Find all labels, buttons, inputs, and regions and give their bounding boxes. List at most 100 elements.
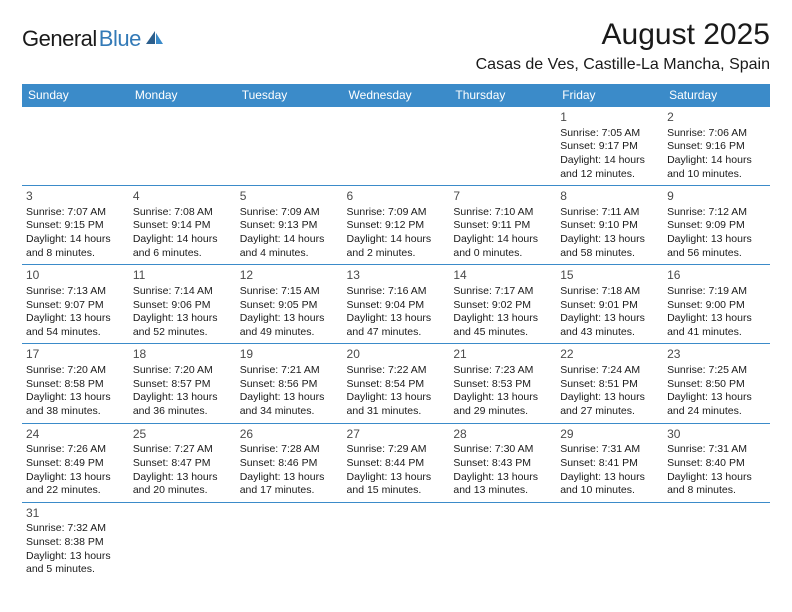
day-number: 22 <box>560 347 659 363</box>
week-row: 10Sunrise: 7:13 AMSunset: 9:07 PMDayligh… <box>22 265 770 344</box>
day-cell: 11Sunrise: 7:14 AMSunset: 9:06 PMDayligh… <box>129 265 236 344</box>
calendar-page: General Blue August 2025 Casas de Ves, C… <box>0 0 792 591</box>
sunset-text: Sunset: 9:13 PM <box>240 219 339 233</box>
sunrise-text: Sunrise: 7:09 AM <box>240 206 339 220</box>
day-cell: 16Sunrise: 7:19 AMSunset: 9:00 PMDayligh… <box>663 265 770 344</box>
daylight2-text: and 52 minutes. <box>133 326 232 340</box>
sunset-text: Sunset: 8:40 PM <box>667 457 766 471</box>
daylight1-text: Daylight: 14 hours <box>240 233 339 247</box>
day-number: 14 <box>453 268 552 284</box>
sunrise-text: Sunrise: 7:31 AM <box>667 443 766 457</box>
daylight2-text: and 10 minutes. <box>667 168 766 182</box>
day-cell <box>663 502 770 581</box>
sunset-text: Sunset: 9:16 PM <box>667 140 766 154</box>
sunrise-text: Sunrise: 7:17 AM <box>453 285 552 299</box>
daylight2-text: and 45 minutes. <box>453 326 552 340</box>
day-cell <box>449 107 556 186</box>
sail-icon <box>144 30 166 51</box>
sunrise-text: Sunrise: 7:16 AM <box>347 285 446 299</box>
day-number: 11 <box>133 268 232 284</box>
sunrise-text: Sunrise: 7:07 AM <box>26 206 125 220</box>
sunset-text: Sunset: 8:56 PM <box>240 378 339 392</box>
daylight1-text: Daylight: 14 hours <box>133 233 232 247</box>
daylight1-text: Daylight: 14 hours <box>667 154 766 168</box>
sunset-text: Sunset: 8:41 PM <box>560 457 659 471</box>
day-number: 28 <box>453 427 552 443</box>
sunset-text: Sunset: 8:54 PM <box>347 378 446 392</box>
day-cell: 10Sunrise: 7:13 AMSunset: 9:07 PMDayligh… <box>22 265 129 344</box>
sunrise-text: Sunrise: 7:32 AM <box>26 522 125 536</box>
daylight1-text: Daylight: 13 hours <box>26 391 125 405</box>
daylight2-text: and 38 minutes. <box>26 405 125 419</box>
sunrise-text: Sunrise: 7:19 AM <box>667 285 766 299</box>
day-cell: 19Sunrise: 7:21 AMSunset: 8:56 PMDayligh… <box>236 344 343 423</box>
day-cell: 3Sunrise: 7:07 AMSunset: 9:15 PMDaylight… <box>22 186 129 265</box>
sunrise-text: Sunrise: 7:23 AM <box>453 364 552 378</box>
daylight2-text: and 36 minutes. <box>133 405 232 419</box>
day-cell <box>556 502 663 581</box>
day-cell: 30Sunrise: 7:31 AMSunset: 8:40 PMDayligh… <box>663 423 770 502</box>
day-cell: 9Sunrise: 7:12 AMSunset: 9:09 PMDaylight… <box>663 186 770 265</box>
day-number: 5 <box>240 189 339 205</box>
day-number: 27 <box>347 427 446 443</box>
sunset-text: Sunset: 8:46 PM <box>240 457 339 471</box>
daylight1-text: Daylight: 14 hours <box>453 233 552 247</box>
sunrise-text: Sunrise: 7:13 AM <box>26 285 125 299</box>
sunrise-text: Sunrise: 7:18 AM <box>560 285 659 299</box>
day-cell <box>129 107 236 186</box>
dow-tuesday: Tuesday <box>236 84 343 107</box>
daylight2-text: and 41 minutes. <box>667 326 766 340</box>
day-number: 1 <box>560 110 659 126</box>
sunrise-text: Sunrise: 7:24 AM <box>560 364 659 378</box>
sunset-text: Sunset: 8:50 PM <box>667 378 766 392</box>
sunset-text: Sunset: 9:11 PM <box>453 219 552 233</box>
sunset-text: Sunset: 9:06 PM <box>133 299 232 313</box>
sunset-text: Sunset: 9:00 PM <box>667 299 766 313</box>
day-number: 12 <box>240 268 339 284</box>
day-cell: 5Sunrise: 7:09 AMSunset: 9:13 PMDaylight… <box>236 186 343 265</box>
day-number: 17 <box>26 347 125 363</box>
sunset-text: Sunset: 9:01 PM <box>560 299 659 313</box>
day-number: 31 <box>26 506 125 522</box>
daylight1-text: Daylight: 13 hours <box>240 471 339 485</box>
day-cell <box>343 107 450 186</box>
sunrise-text: Sunrise: 7:30 AM <box>453 443 552 457</box>
sunset-text: Sunset: 9:04 PM <box>347 299 446 313</box>
day-cell: 12Sunrise: 7:15 AMSunset: 9:05 PMDayligh… <box>236 265 343 344</box>
daylight1-text: Daylight: 14 hours <box>560 154 659 168</box>
day-cell: 20Sunrise: 7:22 AMSunset: 8:54 PMDayligh… <box>343 344 450 423</box>
day-cell: 13Sunrise: 7:16 AMSunset: 9:04 PMDayligh… <box>343 265 450 344</box>
day-number: 29 <box>560 427 659 443</box>
week-row: 3Sunrise: 7:07 AMSunset: 9:15 PMDaylight… <box>22 186 770 265</box>
day-cell: 18Sunrise: 7:20 AMSunset: 8:57 PMDayligh… <box>129 344 236 423</box>
daylight1-text: Daylight: 13 hours <box>453 391 552 405</box>
daylight2-text: and 10 minutes. <box>560 484 659 498</box>
sunrise-text: Sunrise: 7:06 AM <box>667 127 766 141</box>
daylight2-text: and 27 minutes. <box>560 405 659 419</box>
day-cell: 2Sunrise: 7:06 AMSunset: 9:16 PMDaylight… <box>663 107 770 186</box>
daylight2-text: and 58 minutes. <box>560 247 659 261</box>
day-cell: 6Sunrise: 7:09 AMSunset: 9:12 PMDaylight… <box>343 186 450 265</box>
daylight2-text: and 54 minutes. <box>26 326 125 340</box>
sunrise-text: Sunrise: 7:31 AM <box>560 443 659 457</box>
sunset-text: Sunset: 9:07 PM <box>26 299 125 313</box>
day-number: 13 <box>347 268 446 284</box>
logo-blue-text: Blue <box>99 26 141 52</box>
day-cell: 22Sunrise: 7:24 AMSunset: 8:51 PMDayligh… <box>556 344 663 423</box>
day-number: 15 <box>560 268 659 284</box>
sunset-text: Sunset: 8:47 PM <box>133 457 232 471</box>
daylight1-text: Daylight: 14 hours <box>347 233 446 247</box>
day-cell: 14Sunrise: 7:17 AMSunset: 9:02 PMDayligh… <box>449 265 556 344</box>
day-cell <box>129 502 236 581</box>
dow-row: Sunday Monday Tuesday Wednesday Thursday… <box>22 84 770 107</box>
day-number: 16 <box>667 268 766 284</box>
sunrise-text: Sunrise: 7:28 AM <box>240 443 339 457</box>
day-cell: 15Sunrise: 7:18 AMSunset: 9:01 PMDayligh… <box>556 265 663 344</box>
daylight1-text: Daylight: 13 hours <box>667 233 766 247</box>
week-row: 17Sunrise: 7:20 AMSunset: 8:58 PMDayligh… <box>22 344 770 423</box>
daylight1-text: Daylight: 14 hours <box>26 233 125 247</box>
daylight1-text: Daylight: 13 hours <box>240 391 339 405</box>
sunrise-text: Sunrise: 7:14 AM <box>133 285 232 299</box>
day-cell: 23Sunrise: 7:25 AMSunset: 8:50 PMDayligh… <box>663 344 770 423</box>
daylight1-text: Daylight: 13 hours <box>133 312 232 326</box>
